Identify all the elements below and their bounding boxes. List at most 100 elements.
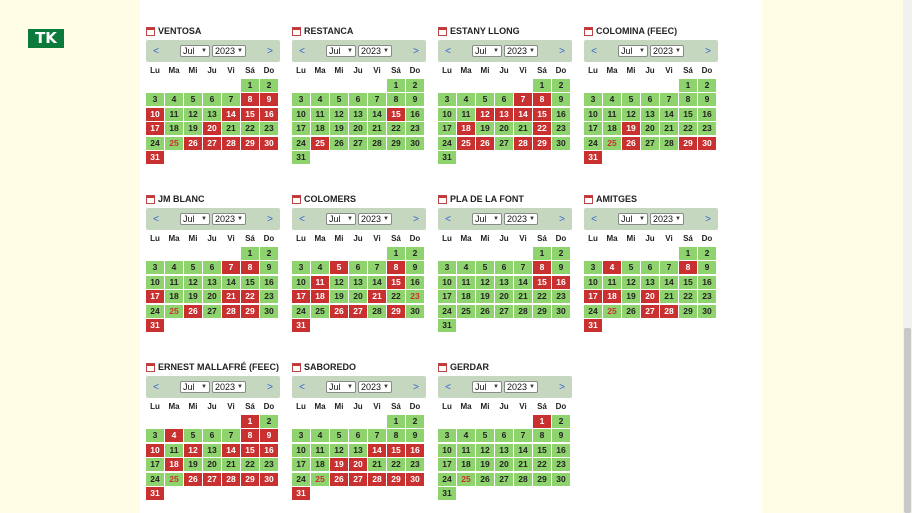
day-cell[interactable]: 2 — [698, 78, 716, 92]
day-cell[interactable]: 18 — [165, 458, 183, 471]
year-select[interactable]: 2023 ▼ — [650, 45, 684, 57]
day-cell[interactable]: 21 — [660, 122, 678, 135]
day-cell[interactable]: 12 — [622, 107, 640, 121]
day-cell[interactable]: 10 — [584, 275, 602, 289]
day-cell[interactable]: 22 — [241, 458, 259, 471]
day-cell[interactable]: 6 — [349, 93, 367, 106]
day-cell[interactable]: 4 — [311, 261, 329, 274]
day-cell[interactable]: 2 — [406, 414, 424, 428]
day-cell[interactable]: 9 — [698, 261, 716, 274]
day-cell[interactable]: 13 — [203, 107, 221, 121]
day-cell[interactable]: 31 — [146, 319, 164, 332]
day-cell[interactable]: 11 — [457, 275, 475, 289]
day-cell[interactable]: 22 — [387, 290, 405, 303]
year-select[interactable]: 2023 ▼ — [358, 45, 392, 57]
day-cell[interactable]: 19 — [184, 122, 202, 135]
day-cell[interactable]: 10 — [292, 275, 310, 289]
next-month-icon[interactable]: > — [413, 45, 419, 57]
day-cell[interactable]: 23 — [552, 458, 570, 471]
day-cell[interactable]: 29 — [679, 136, 697, 150]
day-cell[interactable]: 12 — [184, 443, 202, 457]
day-cell[interactable]: 27 — [641, 304, 659, 318]
day-cell[interactable]: 17 — [146, 458, 164, 471]
day-cell[interactable]: 5 — [330, 261, 348, 274]
day-cell[interactable]: 4 — [603, 261, 621, 274]
day-cell[interactable]: 14 — [368, 107, 386, 121]
day-cell[interactable]: 9 — [406, 261, 424, 274]
day-cell[interactable]: 28 — [222, 136, 240, 150]
day-cell[interactable]: 5 — [184, 261, 202, 274]
next-month-icon[interactable]: > — [413, 381, 419, 393]
day-cell[interactable]: 9 — [698, 93, 716, 106]
day-cell[interactable]: 13 — [495, 443, 513, 457]
day-cell[interactable]: 9 — [552, 93, 570, 106]
day-cell[interactable]: 12 — [184, 275, 202, 289]
day-cell[interactable]: 23 — [260, 458, 278, 471]
day-cell[interactable]: 20 — [203, 290, 221, 303]
day-cell[interactable]: 21 — [660, 290, 678, 303]
day-cell[interactable]: 12 — [476, 443, 494, 457]
day-cell[interactable]: 30 — [552, 136, 570, 150]
day-cell[interactable]: 1 — [679, 78, 697, 92]
next-month-icon[interactable]: > — [267, 45, 273, 57]
day-cell[interactable]: 30 — [406, 304, 424, 318]
day-cell[interactable]: 6 — [495, 93, 513, 106]
day-cell[interactable]: 24 — [146, 472, 164, 486]
day-cell[interactable]: 19 — [476, 122, 494, 135]
day-cell[interactable]: 5 — [330, 429, 348, 442]
day-cell[interactable]: 8 — [679, 261, 697, 274]
day-cell[interactable]: 20 — [641, 122, 659, 135]
day-cell[interactable]: 20 — [495, 458, 513, 471]
month-select[interactable]: Jul ▼ — [326, 45, 356, 57]
day-cell[interactable]: 10 — [438, 107, 456, 121]
day-cell[interactable]: 30 — [406, 472, 424, 486]
day-cell[interactable]: 15 — [679, 275, 697, 289]
day-cell[interactable]: 6 — [203, 429, 221, 442]
day-cell[interactable]: 25 — [165, 472, 183, 486]
day-cell[interactable]: 12 — [330, 275, 348, 289]
prev-month-icon[interactable]: < — [445, 381, 451, 393]
day-cell[interactable]: 11 — [311, 107, 329, 121]
day-cell[interactable]: 15 — [533, 443, 551, 457]
day-cell[interactable]: 3 — [292, 429, 310, 442]
day-cell[interactable]: 16 — [260, 107, 278, 121]
day-cell[interactable]: 26 — [184, 136, 202, 150]
day-cell[interactable]: 3 — [438, 261, 456, 274]
day-cell[interactable]: 16 — [698, 275, 716, 289]
month-select[interactable]: Jul ▼ — [180, 213, 210, 225]
day-cell[interactable]: 3 — [292, 261, 310, 274]
day-cell[interactable]: 2 — [406, 246, 424, 260]
day-cell[interactable]: 29 — [387, 136, 405, 150]
day-cell[interactable]: 1 — [387, 78, 405, 92]
year-select[interactable]: 2023 ▼ — [212, 381, 246, 393]
day-cell[interactable]: 20 — [203, 458, 221, 471]
day-cell[interactable]: 14 — [514, 443, 532, 457]
day-cell[interactable]: 25 — [457, 136, 475, 150]
day-cell[interactable]: 4 — [165, 261, 183, 274]
day-cell[interactable]: 1 — [241, 78, 259, 92]
day-cell[interactable]: 14 — [222, 443, 240, 457]
day-cell[interactable]: 13 — [349, 275, 367, 289]
day-cell[interactable]: 10 — [146, 275, 164, 289]
year-select[interactable]: 2023 ▼ — [358, 381, 392, 393]
day-cell[interactable]: 15 — [241, 107, 259, 121]
day-cell[interactable]: 22 — [679, 290, 697, 303]
day-cell[interactable]: 26 — [622, 136, 640, 150]
day-cell[interactable]: 18 — [457, 122, 475, 135]
day-cell[interactable]: 3 — [146, 429, 164, 442]
day-cell[interactable]: 18 — [165, 122, 183, 135]
day-cell[interactable]: 12 — [622, 275, 640, 289]
day-cell[interactable]: 20 — [641, 290, 659, 303]
day-cell[interactable]: 17 — [292, 290, 310, 303]
day-cell[interactable]: 7 — [514, 429, 532, 442]
day-cell[interactable]: 6 — [641, 93, 659, 106]
day-cell[interactable]: 21 — [222, 122, 240, 135]
day-cell[interactable]: 2 — [552, 246, 570, 260]
day-cell[interactable]: 7 — [368, 261, 386, 274]
day-cell[interactable]: 22 — [387, 458, 405, 471]
day-cell[interactable]: 2 — [552, 414, 570, 428]
day-cell[interactable]: 4 — [457, 429, 475, 442]
day-cell[interactable]: 31 — [146, 151, 164, 164]
day-cell[interactable]: 29 — [533, 136, 551, 150]
scrollbar-thumb[interactable] — [904, 328, 911, 513]
